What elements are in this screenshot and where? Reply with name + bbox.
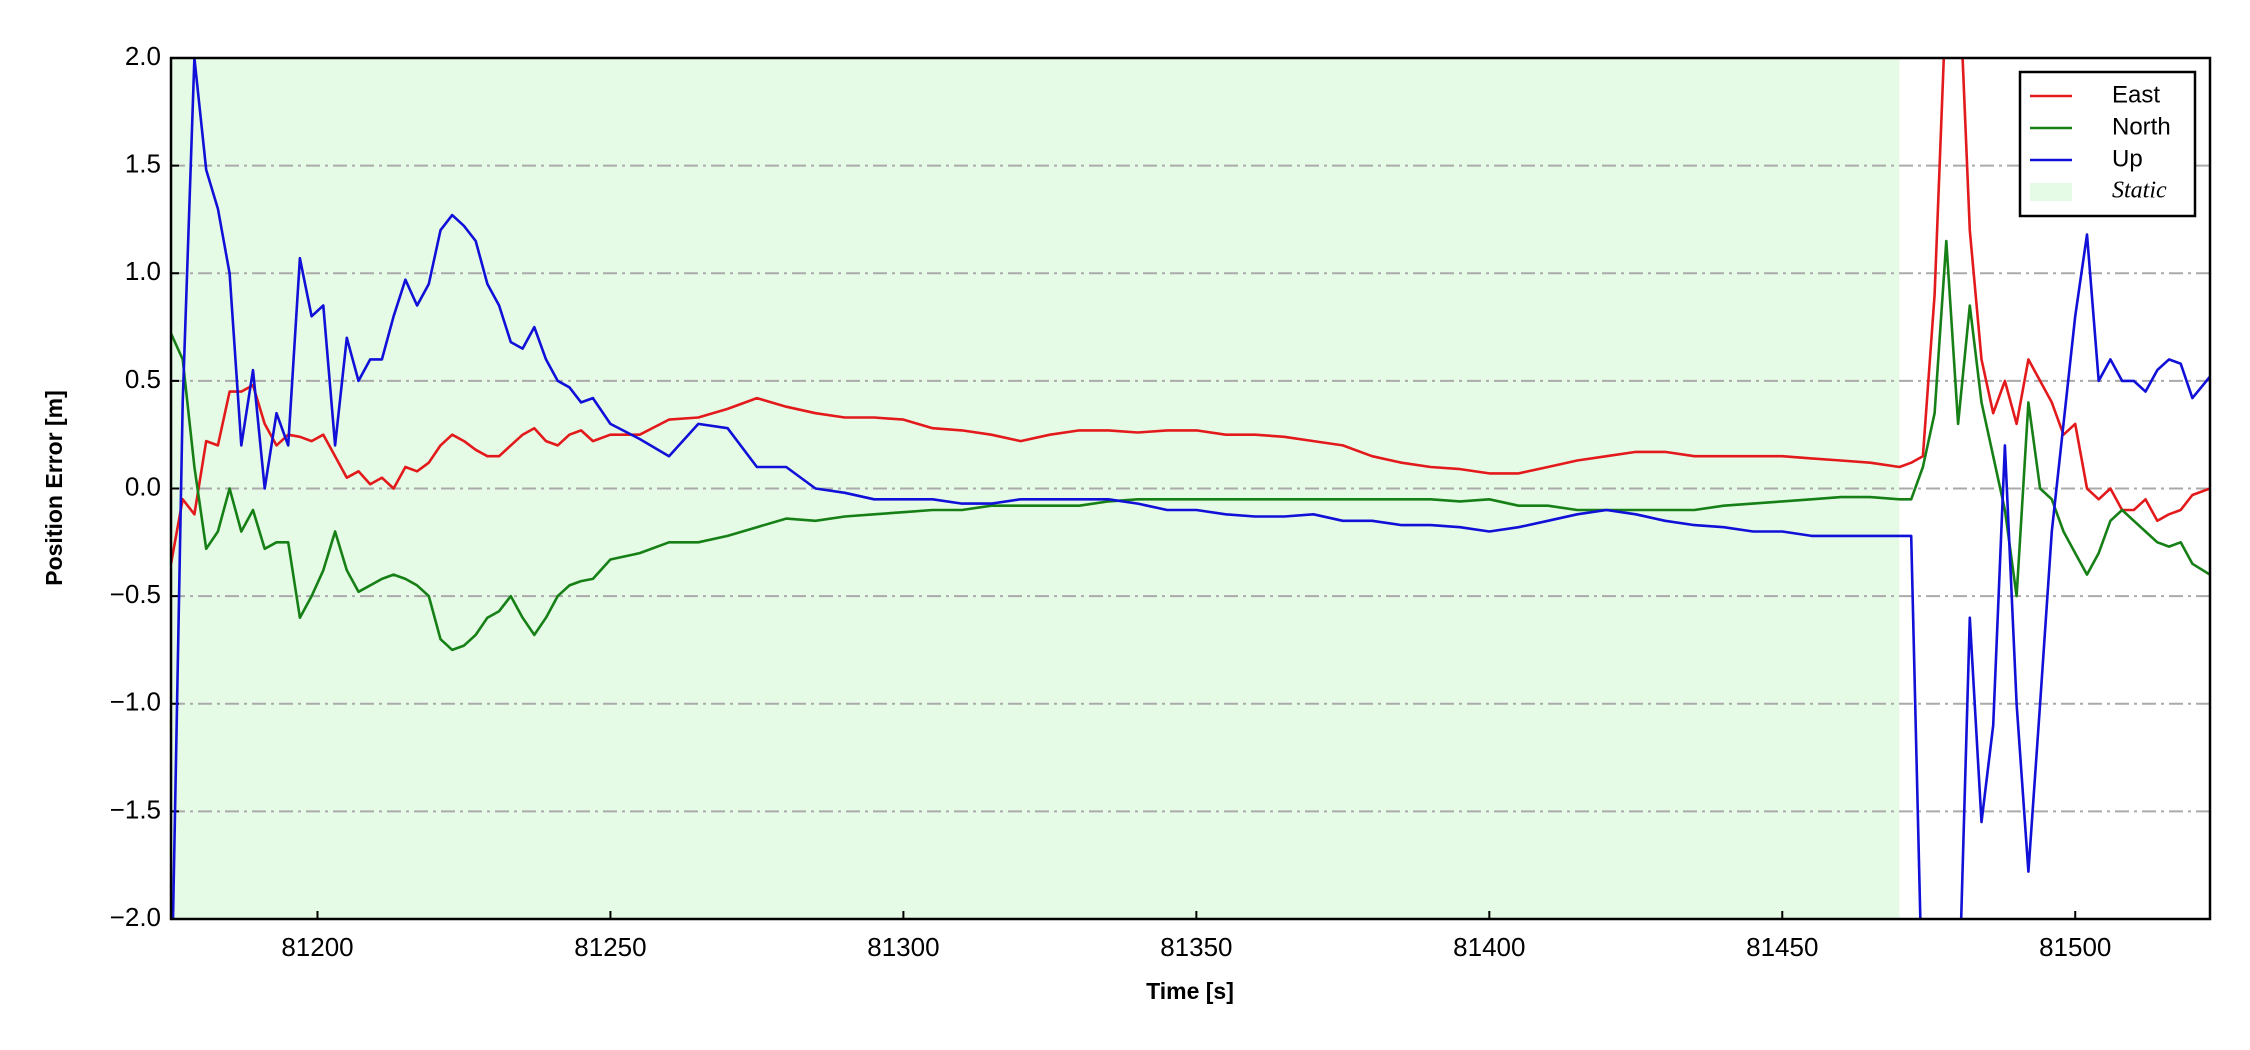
series-line: [171, 58, 2210, 919]
series-line: [171, 58, 2210, 565]
y-tick-label: −0.5: [110, 579, 161, 609]
y-tick-label: 0.5: [125, 364, 161, 394]
legend-label: Static: [2112, 178, 2167, 204]
plot-frame: [169, 56, 2212, 921]
x-tick-label: 81350: [1160, 932, 1232, 962]
x-axis-label: Time [s]: [1146, 978, 1234, 1004]
y-tick-label: 1.5: [125, 149, 161, 179]
y-tick-label: −2.0: [110, 902, 161, 932]
x-tick-label: 81450: [1746, 932, 1818, 962]
y-tick-label: −1.0: [110, 687, 161, 717]
x-tick-label: 81300: [867, 932, 939, 962]
plot-lines: [171, 58, 2210, 919]
x-tick-label: 81400: [1453, 932, 1525, 962]
y-tick-label: 0.0: [125, 471, 161, 501]
legend-label: Up: [2112, 145, 2143, 172]
legend-label: North: [2112, 113, 2171, 140]
x-tick-label: 81250: [574, 932, 646, 962]
series-line: [171, 239, 2210, 652]
legend-swatch: [2030, 183, 2072, 201]
x-tick-label: 81200: [281, 932, 353, 962]
x-tick-label: 81500: [2039, 932, 2111, 962]
y-axis-label: Position Error [m]: [41, 390, 67, 586]
legend-label: East: [2112, 81, 2160, 108]
y-tick-label: −1.5: [110, 794, 161, 824]
y-tick-label: 1.0: [125, 256, 161, 286]
y-tick-label: 2.0: [125, 41, 161, 71]
